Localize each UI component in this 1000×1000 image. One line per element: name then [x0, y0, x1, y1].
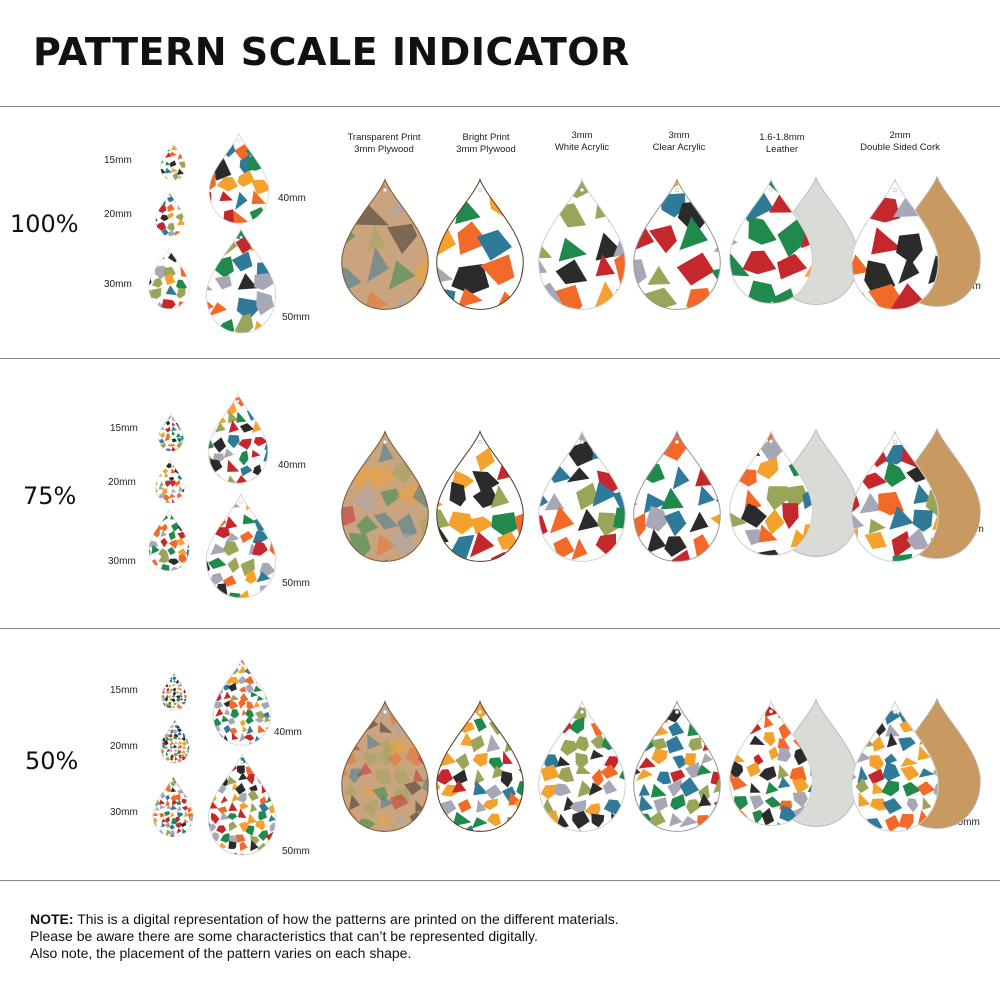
- material-label: 3mm White Acrylic: [554, 130, 610, 153]
- earring-white-acrylic: [538, 700, 626, 832]
- earring-clear-acrylic: [633, 430, 721, 562]
- note-line: This is a digital representation of how …: [73, 911, 619, 927]
- size-label-20mm: 20mm: [110, 741, 138, 752]
- size-label-20mm: 20mm: [104, 209, 132, 220]
- earring-transparent-plywood: [341, 178, 429, 310]
- earring-bright-plywood: [436, 700, 524, 832]
- size-label-40mm: 40mm: [278, 460, 306, 471]
- size-label-50mm: 50mm: [282, 846, 310, 857]
- page-title: PATTERN SCALE INDICATOR: [33, 30, 630, 74]
- earring-leather-front: [729, 178, 813, 305]
- earring-drop: [155, 459, 185, 504]
- material-label: 1.6-1.8mm Leather: [759, 132, 805, 155]
- earring-clear-acrylic: [633, 178, 721, 310]
- earring-drop: [161, 672, 187, 711]
- earring-cork-front: [851, 178, 939, 310]
- size-label-50mm: 50mm: [282, 578, 310, 589]
- earring-drop: [158, 413, 184, 452]
- size-label-20mm: 20mm: [108, 477, 136, 488]
- divider: [0, 106, 1000, 107]
- note-prefix: NOTE:: [30, 911, 74, 927]
- size-label-30mm: 30mm: [108, 556, 136, 567]
- earring-white-acrylic: [538, 178, 626, 310]
- note-line: Please be aware there are some character…: [30, 928, 538, 944]
- earring-drop: [207, 752, 277, 856]
- material-label: 3mm Clear Acrylic: [652, 130, 706, 153]
- note-line: Also note, the placement of the pattern …: [30, 945, 412, 961]
- earring-drop: [152, 775, 194, 838]
- divider: [0, 880, 1000, 881]
- scale-label: 75%: [23, 482, 77, 510]
- earring-bright-plywood: [436, 178, 524, 310]
- earring-leather-front: [729, 430, 813, 557]
- earring-cork-front: [851, 700, 939, 832]
- divider: [0, 358, 1000, 359]
- earring-drop: [207, 392, 269, 484]
- size-label-15mm: 15mm: [110, 423, 138, 434]
- scale-label: 50%: [25, 747, 79, 775]
- note-text: NOTE: This is a digital representation o…: [30, 911, 619, 962]
- size-label-30mm: 30mm: [104, 279, 132, 290]
- size-label-40mm: 40mm: [274, 727, 302, 738]
- earring-drop: [155, 192, 185, 237]
- earring-drop: [205, 492, 277, 599]
- divider: [0, 628, 1000, 629]
- earring-bright-plywood: [436, 430, 524, 562]
- material-label: 2mm Double Sided Cork: [860, 130, 940, 153]
- size-label-40mm: 40mm: [278, 193, 306, 204]
- material-label: Transparent Print 3mm Plywood: [347, 132, 421, 155]
- material-label: Bright Print 3mm Plywood: [456, 132, 516, 155]
- earring-transparent-plywood: [341, 430, 429, 562]
- earring-drop: [148, 247, 190, 310]
- earring-white-acrylic: [538, 430, 626, 562]
- earring-drop: [208, 132, 270, 224]
- size-label-60mm: 60mm: [952, 817, 980, 828]
- earring-drop: [160, 719, 190, 764]
- earring-clear-acrylic: [633, 700, 721, 832]
- size-label-15mm: 15mm: [104, 155, 132, 166]
- earring-drop: [205, 227, 277, 334]
- earring-drop: [160, 142, 186, 181]
- earring-cork-front: [851, 430, 939, 562]
- size-label-30mm: 30mm: [110, 807, 138, 818]
- earring-drop: [212, 657, 272, 746]
- size-label-50mm: 50mm: [282, 312, 310, 323]
- earring-drop: [148, 509, 190, 572]
- earring-transparent-plywood: [341, 700, 429, 832]
- size-label-15mm: 15mm: [110, 685, 138, 696]
- scale-section-50: 50% 15mm 20mm 30mm 40mm 50mm 60mm: [0, 629, 1000, 879]
- earring-leather-front: [729, 700, 813, 827]
- scale-label: 100%: [10, 210, 79, 238]
